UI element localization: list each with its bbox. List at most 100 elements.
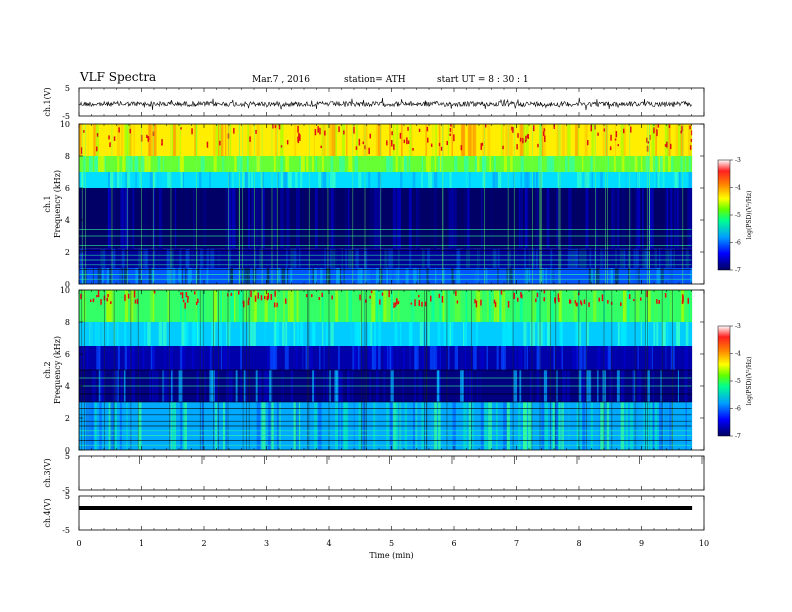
- spectrogram-streak: [593, 248, 597, 268]
- spectrogram-streak: [193, 188, 195, 249]
- spectrogram-streak: [523, 322, 526, 346]
- spectrogram-streak: [491, 248, 494, 268]
- spectrogram-streak: [543, 322, 545, 346]
- spectrogram-streak: [378, 322, 381, 346]
- spectrogram-streak: [510, 248, 512, 268]
- spectrogram-speckle: [355, 146, 358, 150]
- spectrogram-streak: [149, 172, 151, 188]
- spectrogram-streak: [121, 248, 125, 268]
- spectrogram-streak: [669, 248, 673, 268]
- spectrogram-streak: [400, 156, 403, 172]
- spectrogram-streak: [254, 290, 257, 322]
- spectrogram-streak: [82, 188, 85, 249]
- spectrogram-streak: [582, 248, 587, 268]
- spectrogram-speckle: [580, 300, 582, 304]
- spectrogram-speckle: [689, 145, 692, 150]
- spectrogram-streak: [623, 322, 627, 346]
- spectrogram-speckle: [107, 294, 109, 297]
- spectrogram-streak: [451, 124, 453, 156]
- spectrogram-streak: [170, 248, 174, 268]
- spectrogram-streak: [179, 248, 182, 268]
- spectrogram-speckle: [664, 293, 667, 298]
- spectrogram-streak: [600, 290, 602, 322]
- spectrogram-streak: [465, 290, 468, 322]
- spectrogram-speckle: [597, 132, 599, 136]
- spectrogram-streak: [205, 346, 208, 370]
- spectrogram-band: [79, 172, 704, 188]
- spectrogram-streak: [403, 156, 408, 172]
- spectrogram-streak: [408, 188, 412, 249]
- ch4-ytick-label: -5: [62, 526, 70, 535]
- spectrogram-streak: [550, 268, 552, 284]
- spectrogram-streak: [576, 290, 580, 322]
- spectrogram-streak: [667, 124, 671, 156]
- spectrogram-streak: [100, 248, 104, 268]
- spectrogram-streak: [318, 172, 322, 188]
- spectrogram-streak: [358, 172, 362, 188]
- spectrogram-streak: [120, 322, 123, 346]
- spectrogram-streak: [172, 156, 177, 172]
- spectrogram-streak: [535, 248, 538, 268]
- spectrogram-streak: [107, 322, 109, 346]
- spectrogram-streak: [286, 268, 287, 284]
- spectrogram-streak: [666, 346, 668, 370]
- spectrogram-streak: [366, 268, 369, 284]
- spectrogram-streak: [262, 188, 265, 249]
- spectrogram-streak: [514, 248, 517, 268]
- spectrogram-streak: [609, 346, 611, 370]
- spectrogram-streak: [258, 172, 260, 188]
- spectrogram-streak: [428, 172, 431, 188]
- spectrogram-streak: [165, 124, 169, 156]
- spectrogram-streak: [434, 124, 438, 156]
- spectrogram-streak: [685, 322, 689, 346]
- spectrogram-streak: [565, 156, 568, 172]
- spectrogram-streak: [98, 156, 102, 172]
- spectrogram-speckle: [318, 297, 320, 301]
- spectrogram-speckle: [588, 302, 590, 307]
- spectrogram-streak: [125, 124, 128, 156]
- spectrogram-speckle: [320, 145, 322, 148]
- spectrogram-streak: [345, 248, 347, 268]
- spectrogram-streak: [250, 290, 254, 322]
- spectrogram-streak: [397, 172, 400, 188]
- spectrogram-streak: [586, 124, 588, 156]
- spectrogram-speckle: [653, 127, 655, 134]
- spectrogram-speckle: [521, 294, 523, 299]
- spectrogram-streak: [239, 290, 243, 322]
- spectrogram-speckle: [407, 127, 409, 131]
- spectrogram-streak: [83, 268, 87, 284]
- spectrogram-streak: [124, 346, 127, 370]
- spectrogram-speckle: [92, 298, 95, 303]
- spectrogram-speckle: [426, 126, 429, 132]
- spectrogram-streak: [493, 156, 496, 172]
- spectrogram-streak: [646, 172, 649, 188]
- spectrogram-speckle: [475, 300, 478, 308]
- spectrogram-streak: [391, 346, 394, 370]
- spectrogram-streak: [619, 248, 624, 268]
- spectrogram-streak: [588, 268, 591, 284]
- spectrogram-speckle: [184, 302, 186, 309]
- spectrogram-streak: [611, 124, 615, 156]
- spectrogram-streak: [600, 248, 602, 268]
- spectrogram-streak: [311, 322, 315, 346]
- spectrogram-streak: [176, 172, 178, 188]
- spectrogram-streak: [626, 290, 630, 322]
- spectrogram-speckle: [285, 298, 287, 304]
- spectrogram-streak: [408, 346, 413, 370]
- spectrogram-streak: [539, 322, 543, 346]
- spectrogram-streak: [131, 188, 134, 249]
- spectrogram-streak: [332, 188, 336, 249]
- spectrogram-streak: [325, 322, 329, 346]
- spectrogram-streak: [449, 322, 451, 346]
- ch1-ytick-label: 2: [65, 248, 70, 257]
- spectrogram-streak: [275, 322, 280, 346]
- spectrogram-streak: [215, 248, 219, 268]
- spectrogram-streak: [126, 156, 130, 172]
- spectrogram-streak: [179, 156, 184, 172]
- ch1-ytick-label: 10: [60, 120, 70, 129]
- spectrogram-streak: [640, 156, 643, 172]
- spectrogram-streak: [306, 156, 309, 172]
- spectrogram-streak: [246, 268, 250, 284]
- spectrogram-streak: [430, 172, 433, 188]
- spectrogram-streak: [199, 248, 204, 268]
